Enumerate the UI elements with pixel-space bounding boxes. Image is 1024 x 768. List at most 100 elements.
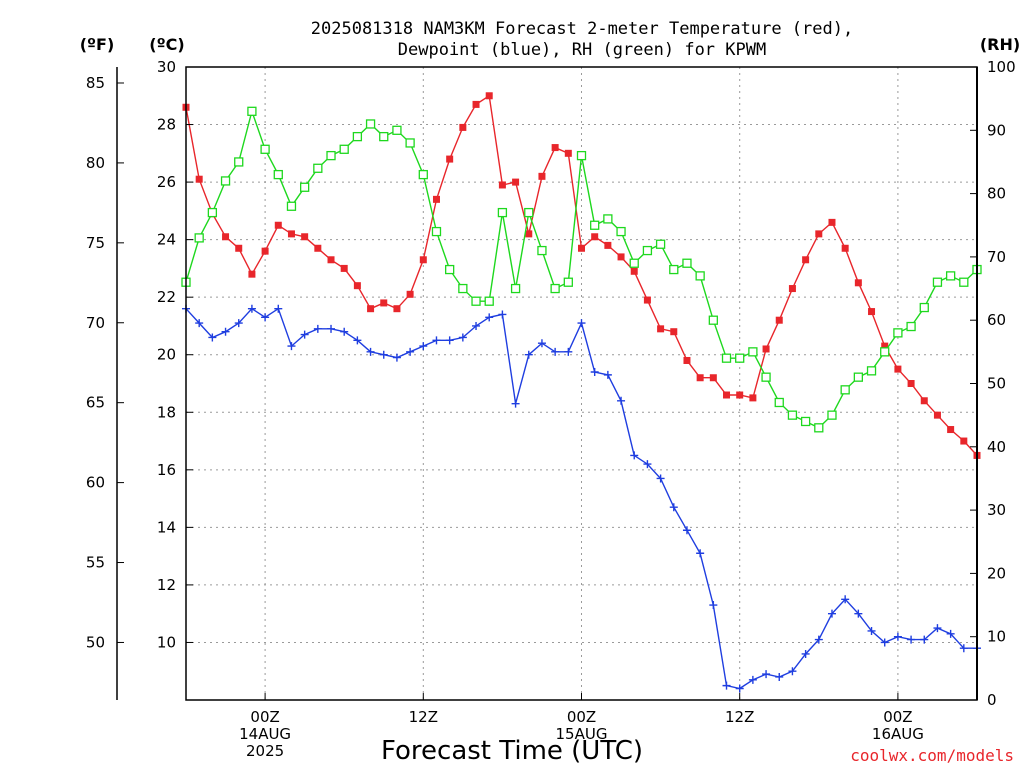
dewpoint-point [419, 342, 428, 351]
temperature-point [314, 244, 322, 252]
rh-point [735, 353, 745, 363]
fahrenheit-tick-label: 65 [86, 394, 105, 412]
fahrenheit-tick-label: 55 [86, 554, 105, 572]
temperature-point [591, 233, 599, 241]
dewpoint-point [748, 675, 757, 684]
dewpoint-point [406, 347, 415, 356]
celsius-tick-label: 28 [157, 116, 176, 134]
fahrenheit-tick-label: 60 [86, 474, 105, 492]
temperature-point [406, 290, 414, 298]
celsius-tick-label: 22 [157, 288, 176, 306]
temperature-point [353, 282, 361, 290]
dewpoint-point [511, 399, 520, 408]
rh-point [392, 125, 402, 135]
rh-point [247, 106, 257, 116]
temperature-point [736, 391, 744, 399]
fahrenheit-unit-label: (ºF) [80, 35, 115, 54]
rh-point [642, 245, 653, 256]
rh-point [761, 372, 771, 382]
temperature-point [564, 149, 572, 157]
dewpoint-point [775, 672, 784, 681]
dewpoint-point [656, 474, 665, 483]
dewpoint-point [590, 367, 599, 376]
dewpoint-point [854, 609, 863, 618]
dewpoint-point [524, 350, 533, 359]
temperature-point [775, 316, 783, 324]
dewpoint-point [340, 327, 349, 336]
rh-point [814, 423, 824, 433]
rh-tick-label: 80 [987, 185, 1006, 203]
celsius-unit-label: (ºC) [149, 35, 184, 54]
temperature-point [788, 285, 796, 293]
temperature-point [472, 100, 480, 108]
rh-point [669, 264, 679, 275]
rh-point [603, 214, 613, 224]
x-tick-label: 12Z [409, 708, 438, 726]
temperature-point [261, 247, 269, 255]
tick-labels: 10 12 14 16 18 20 22 24 26 28 30 50 55 60 65 70 75 80 85 0 1… [86, 58, 1016, 760]
rh-point [576, 150, 587, 161]
dewpoint-point [643, 460, 652, 469]
rh-point [405, 138, 415, 148]
dewpoint-point [261, 313, 270, 322]
rh-point [445, 264, 455, 275]
rh-point [866, 366, 877, 376]
temperature-point [485, 92, 493, 100]
rh-point [352, 131, 363, 142]
dewpoint-point [327, 324, 336, 333]
rh-point [774, 397, 784, 408]
temperature-point [657, 325, 665, 333]
rh-point [207, 207, 218, 218]
dewpoint-point [208, 333, 217, 342]
x-tick-label: 12Z [725, 708, 754, 726]
celsius-tick-label: 24 [157, 231, 176, 249]
rh-tick-label: 50 [987, 375, 1006, 393]
dewpoint-point [432, 336, 441, 345]
temperature-point [538, 172, 546, 180]
rh-point [840, 385, 850, 395]
dewpoint-point [933, 624, 942, 633]
temperature-point [340, 264, 348, 272]
temperature-point [696, 374, 704, 382]
rh-point [787, 410, 798, 420]
dewpoint-point [247, 304, 256, 313]
dewpoint-point [577, 319, 586, 328]
dewpoint-point [801, 649, 810, 658]
rh-point [286, 201, 297, 211]
x-tick-label: 15AUG [556, 725, 608, 743]
temperature-point [578, 244, 585, 252]
rh-point [431, 226, 442, 237]
dewpoint-point [379, 350, 388, 359]
rh-point [339, 144, 349, 154]
dewpoint-point [485, 313, 494, 322]
temperature-point [287, 230, 295, 238]
temperature-point [512, 178, 520, 186]
rh-point [959, 277, 969, 287]
dewpoint-point [195, 319, 204, 328]
rh-point [695, 271, 705, 281]
temperature-point [248, 270, 256, 278]
rh-point [471, 296, 481, 306]
temperature-point [960, 437, 968, 445]
temperature-point [683, 356, 691, 364]
fahrenheit-tick-label: 85 [86, 74, 105, 92]
temperature-point [195, 175, 203, 183]
dewpoint-point [537, 339, 546, 348]
temperature-point [459, 123, 467, 131]
rh-tick-label: 90 [987, 121, 1006, 139]
temperature-point [551, 144, 559, 152]
rh-point [616, 226, 626, 237]
temperature-point [749, 394, 757, 402]
rh-tick-label: 30 [987, 501, 1006, 519]
dewpoint-point [893, 632, 902, 641]
credit-text: coolwx.com/models [850, 746, 1014, 765]
dewpoint-point [841, 595, 850, 604]
temperature-point [709, 374, 717, 382]
temperature-point [933, 411, 941, 419]
rh-tick-label: 70 [987, 248, 1006, 266]
dewpoint-point [630, 451, 639, 460]
dewpoint-point [788, 667, 797, 676]
dewpoint-point [814, 635, 823, 644]
rh-point [629, 258, 639, 268]
rh-point [550, 283, 560, 294]
